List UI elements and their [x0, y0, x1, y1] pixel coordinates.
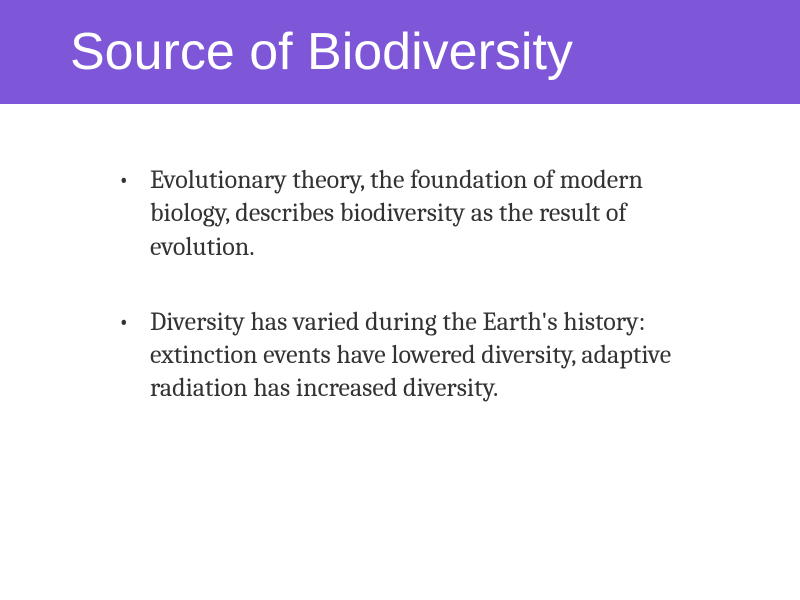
slide-content: Evolutionary theory, the foundation of m… [0, 104, 800, 488]
slide-container: Source of Biodiversity Evolutionary theo… [0, 0, 800, 600]
slide-title: Source of Biodiversity [70, 22, 750, 82]
title-banner: Source of Biodiversity [0, 0, 800, 104]
bullet-item: Diversity has varied during the Earth's … [110, 306, 710, 406]
bullet-list: Evolutionary theory, the foundation of m… [110, 164, 710, 406]
bullet-item: Evolutionary theory, the foundation of m… [110, 164, 710, 264]
